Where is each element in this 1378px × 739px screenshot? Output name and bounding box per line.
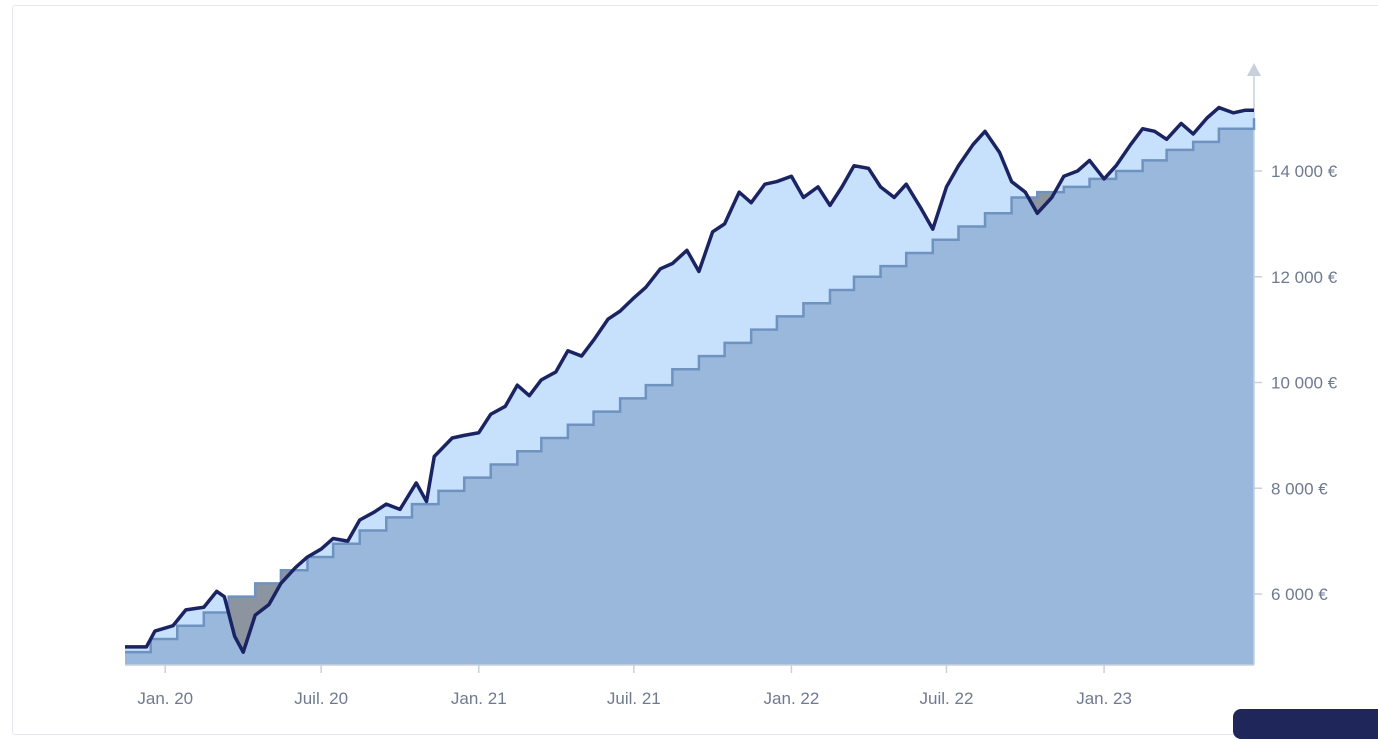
portfolio-line bbox=[125, 105, 1254, 654]
chart: Jan. 20 Juil. 20 Jan. 21 Juil. 21 Jan. 22 Jui… bbox=[125, 63, 1338, 708]
chart-tick-labels: Jan. 20 Juil. 20 Jan. 21 Juil. 21 Jan. 22 Jui… bbox=[137, 162, 1337, 708]
x-tick-label: Juil. 20 bbox=[294, 689, 348, 708]
y-tick-label: 10 000 € bbox=[1271, 374, 1338, 393]
invested-area bbox=[125, 118, 1254, 665]
y-tick-label: 12 000 € bbox=[1271, 268, 1338, 287]
y-tick-label: 14 000 € bbox=[1271, 162, 1338, 181]
x-tick-label: Jan. 23 bbox=[1076, 689, 1132, 708]
x-tick-label: Juil. 21 bbox=[607, 689, 661, 708]
x-tick-label: Juil. 22 bbox=[920, 689, 974, 708]
x-tick-label: Jan. 21 bbox=[451, 689, 507, 708]
y-tick-label: 8 000 € bbox=[1271, 479, 1328, 498]
y-tick-label: 6 000 € bbox=[1271, 585, 1328, 604]
invested-step-line bbox=[125, 118, 1256, 654]
x-tick-label: Jan. 22 bbox=[764, 689, 820, 708]
chat-button[interactable] bbox=[1233, 709, 1378, 739]
chart-lines bbox=[125, 105, 1256, 654]
chart-areas bbox=[125, 107, 1254, 665]
x-tick-label: Jan. 20 bbox=[137, 689, 193, 708]
y-axis-arrow bbox=[1247, 63, 1261, 76]
chart-axes bbox=[125, 63, 1262, 673]
